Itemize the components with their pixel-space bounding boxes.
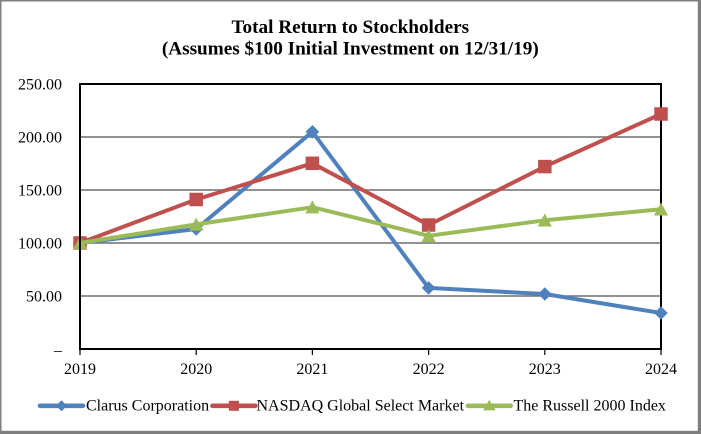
svg-text:2021: 2021 xyxy=(296,361,328,378)
svg-text:2022: 2022 xyxy=(413,361,445,378)
svg-text:200.00: 200.00 xyxy=(18,130,62,147)
svg-text:150.00: 150.00 xyxy=(18,183,62,200)
svg-text:The Russell 2000 Index: The Russell 2000 Index xyxy=(514,398,666,415)
svg-text:2023: 2023 xyxy=(529,361,561,378)
svg-text:Total Return to Stockholders: Total Return to Stockholders xyxy=(232,17,470,38)
svg-text:50.00: 50.00 xyxy=(26,289,62,306)
svg-text:Clarus Corporation: Clarus Corporation xyxy=(86,398,209,415)
svg-text:100.00: 100.00 xyxy=(18,236,62,253)
svg-text:2024: 2024 xyxy=(645,361,677,378)
svg-text:2019: 2019 xyxy=(64,361,96,378)
svg-text:(Assumes $100 Initial Investme: (Assumes $100 Initial Investment on 12/3… xyxy=(162,39,539,60)
svg-text:NASDAQ Global Select Market: NASDAQ Global Select Market xyxy=(257,398,465,415)
svg-text:250.00: 250.00 xyxy=(18,77,62,94)
svg-text:–: – xyxy=(53,343,63,360)
svg-text:2020: 2020 xyxy=(180,361,212,378)
